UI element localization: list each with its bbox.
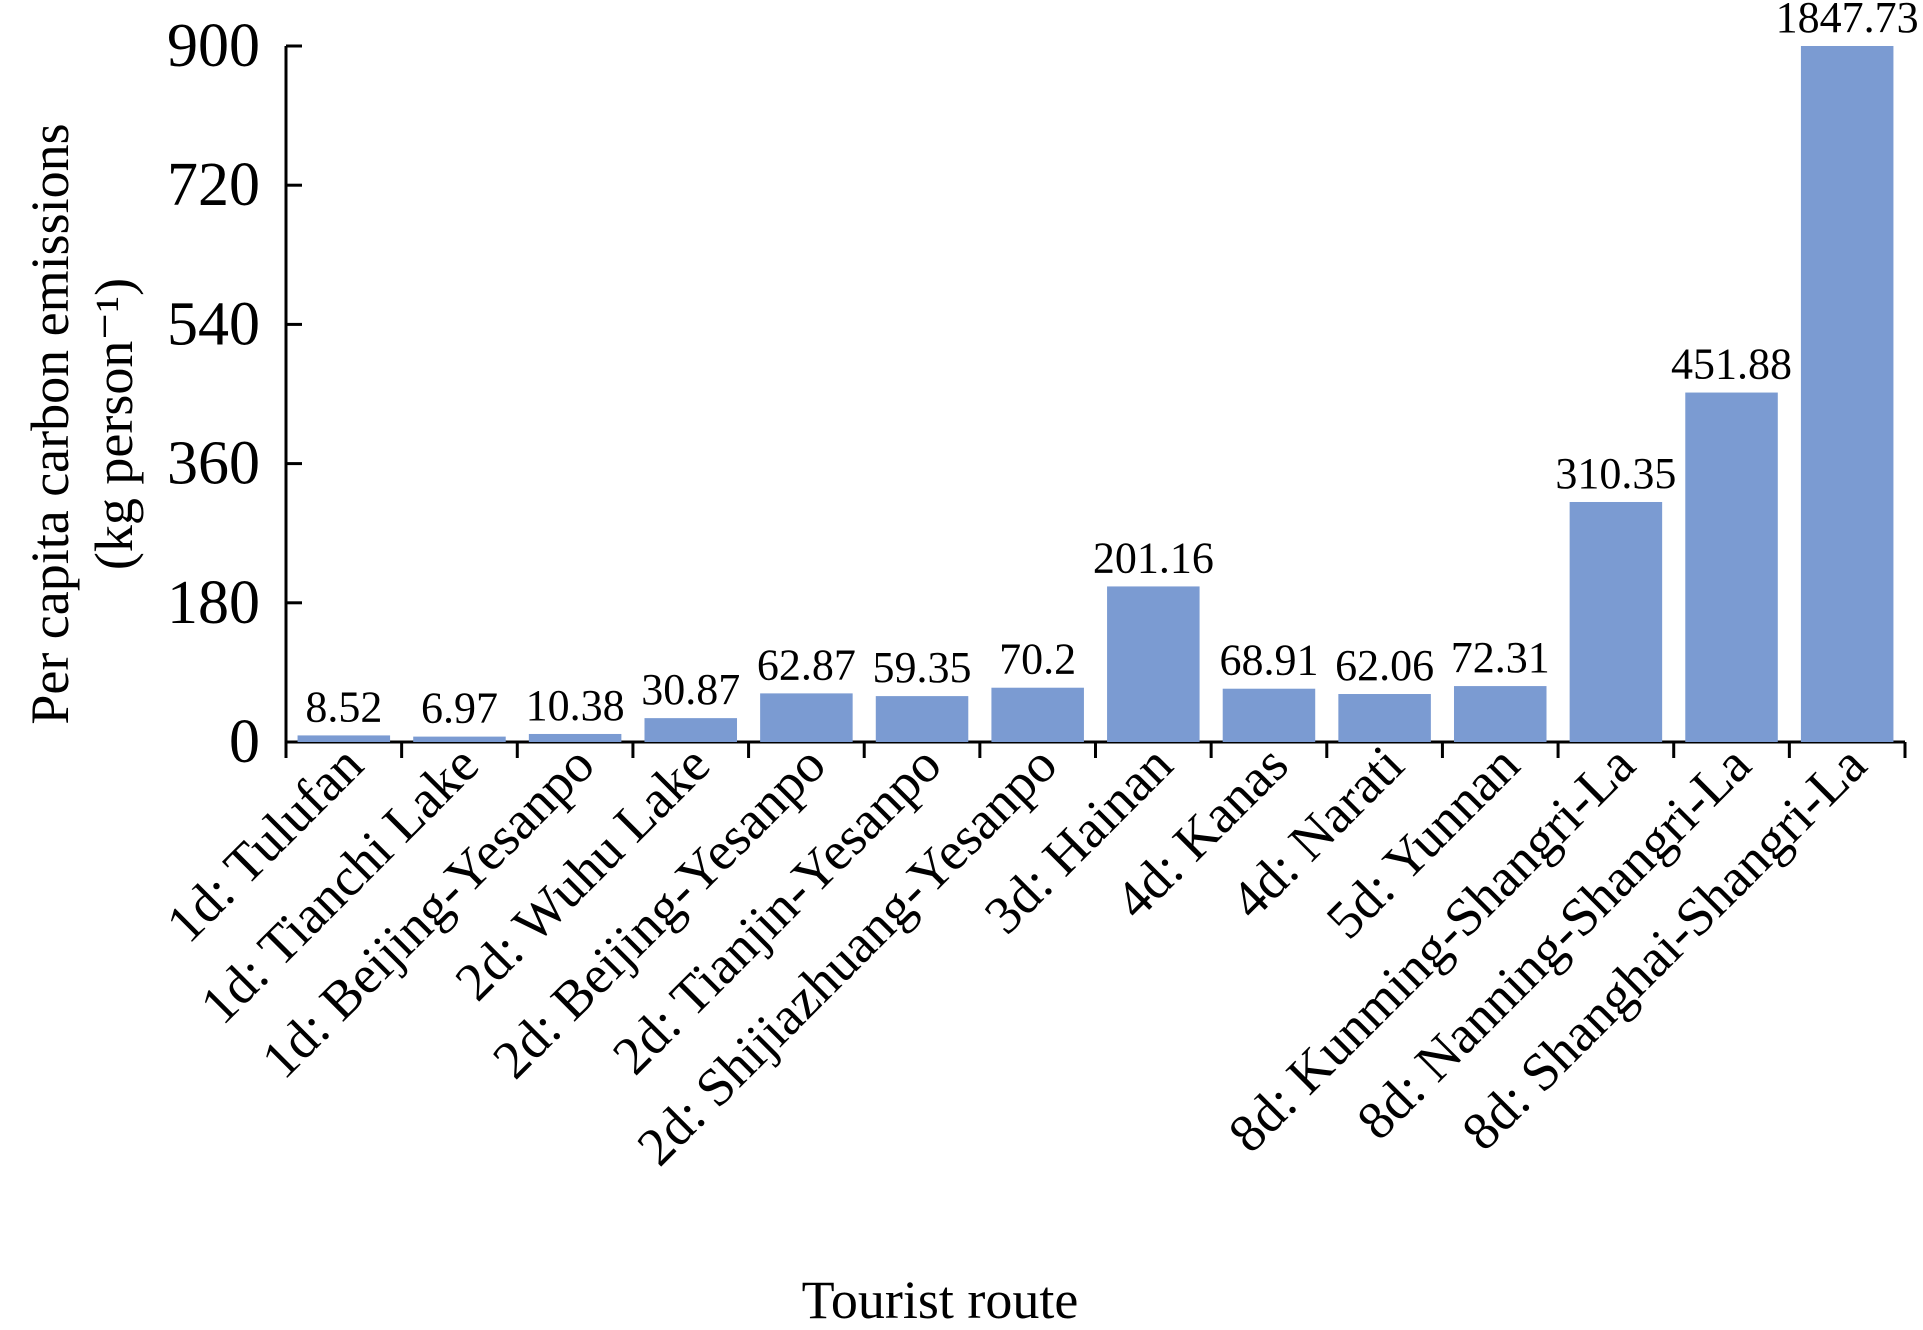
bar	[760, 693, 853, 742]
y-tick-label: 720	[167, 151, 260, 219]
bar	[1800, 46, 1894, 742]
bar	[1222, 688, 1316, 742]
bar-value-label: 62.06	[1335, 641, 1434, 690]
axis-titles: Per capita carbon emissions (kg person⁻¹…	[20, 123, 1078, 1330]
bar-value-label: 310.35	[1555, 449, 1676, 498]
bar-value-label: 10.38	[526, 681, 625, 730]
bar	[1453, 686, 1547, 742]
bar	[1107, 586, 1200, 742]
bar	[528, 733, 622, 742]
bar-value-label: 68.91	[1219, 636, 1318, 685]
bar	[991, 687, 1084, 742]
x-axis-title: Tourist route	[802, 1270, 1079, 1330]
bar-value-label: 59.35	[873, 643, 972, 692]
bar	[1338, 694, 1431, 742]
bar	[1685, 392, 1778, 742]
bar-value-label: 30.87	[641, 665, 740, 714]
bar	[1569, 501, 1663, 742]
bar-value-label: 70.2	[999, 635, 1076, 684]
bar	[297, 735, 391, 742]
data-labels: 8.52 6.97 10.38 30.87 62.87 59.35 70.2 201.16 68…	[305, 0, 1918, 733]
bar	[413, 736, 506, 742]
y-tick-label: 180	[167, 569, 260, 637]
y-axis-title: Per capita carbon emissions	[20, 123, 80, 724]
y-tick-label: 360	[167, 430, 260, 498]
bar-value-label: 62.87	[757, 640, 856, 689]
y-tick-label: 900	[167, 12, 260, 80]
bar-value-label: 72.31	[1451, 633, 1550, 682]
bar-value-label: 1847.73	[1776, 0, 1919, 42]
y-axis-unit: (kg person⁻¹)	[84, 278, 144, 570]
bar-value-label: 451.88	[1671, 340, 1792, 389]
bars	[297, 46, 1894, 742]
bar-value-label: 6.97	[421, 684, 498, 733]
bar-value-label: 201.16	[1093, 533, 1214, 582]
bar	[644, 718, 738, 742]
bar	[875, 696, 969, 742]
axes: 0 180 360 540 720 900	[167, 12, 1907, 776]
y-tick-label: 540	[167, 290, 260, 358]
y-tick-label: 0	[229, 708, 260, 776]
bar-value-label: 8.52	[305, 682, 382, 731]
